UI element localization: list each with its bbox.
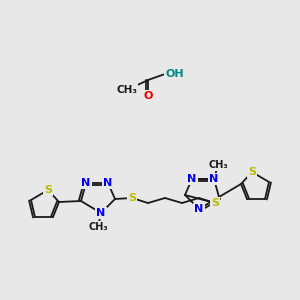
Text: CH₃: CH₃ (88, 222, 108, 232)
Text: O: O (143, 91, 153, 101)
Text: OH: OH (165, 69, 184, 79)
Text: N: N (194, 204, 204, 214)
Text: N: N (103, 178, 112, 188)
Text: N: N (96, 208, 106, 218)
Text: S: S (211, 198, 219, 208)
Text: N: N (188, 174, 196, 184)
Text: CH₃: CH₃ (208, 160, 228, 170)
Text: S: S (44, 185, 52, 195)
Text: N: N (81, 178, 91, 188)
Text: S: S (248, 167, 256, 177)
Text: CH₃: CH₃ (116, 85, 137, 95)
Text: N: N (209, 174, 219, 184)
Text: S: S (128, 193, 136, 203)
